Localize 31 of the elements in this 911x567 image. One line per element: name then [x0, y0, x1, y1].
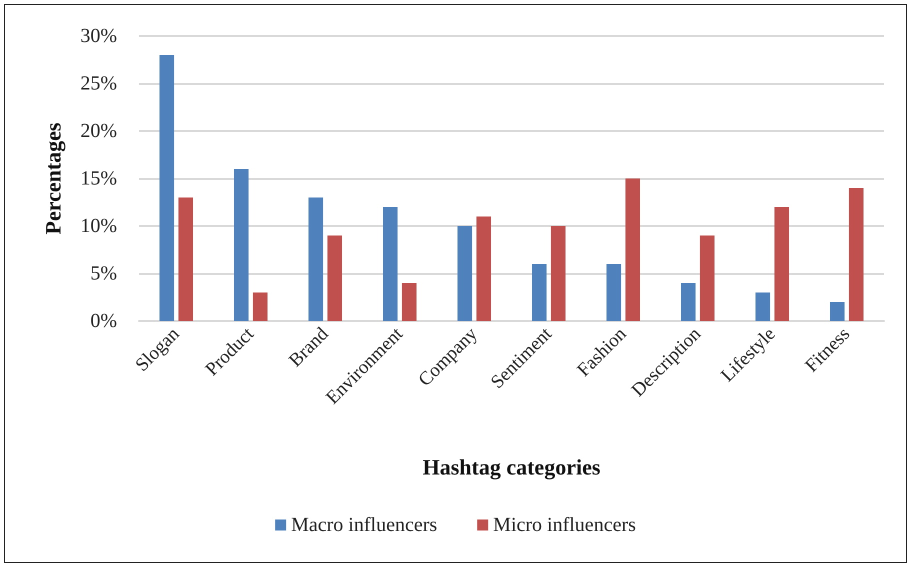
x-axis-title: Hashtag categories — [422, 454, 601, 480]
y-tick-label: 15% — [80, 168, 117, 190]
bar — [700, 236, 715, 321]
bar — [848, 188, 864, 321]
y-tick-label: 20% — [80, 120, 117, 142]
y-axis-title: Percentages — [40, 122, 66, 234]
y-tick-label: 0% — [90, 310, 117, 332]
bar — [550, 226, 566, 321]
bar — [532, 264, 547, 321]
bar — [234, 169, 249, 321]
bar — [308, 198, 324, 321]
bar — [327, 236, 342, 321]
bar — [755, 292, 770, 321]
bar — [457, 226, 472, 321]
bar — [382, 207, 398, 321]
bar — [252, 292, 268, 321]
bar — [159, 55, 174, 321]
bar — [625, 178, 640, 321]
bar — [830, 302, 845, 321]
y-tick-label: 10% — [80, 215, 117, 237]
y-tick-label: 5% — [90, 262, 117, 284]
bar — [402, 283, 417, 321]
legend-label: Macro influencers — [291, 514, 438, 536]
bar — [774, 207, 790, 321]
legend-label: Micro influencers — [493, 514, 636, 536]
y-tick-label: 30% — [80, 25, 117, 47]
bar — [178, 198, 194, 321]
bar — [606, 264, 622, 321]
bar — [680, 283, 696, 321]
y-tick-label: 25% — [80, 72, 117, 94]
bar — [476, 216, 492, 321]
